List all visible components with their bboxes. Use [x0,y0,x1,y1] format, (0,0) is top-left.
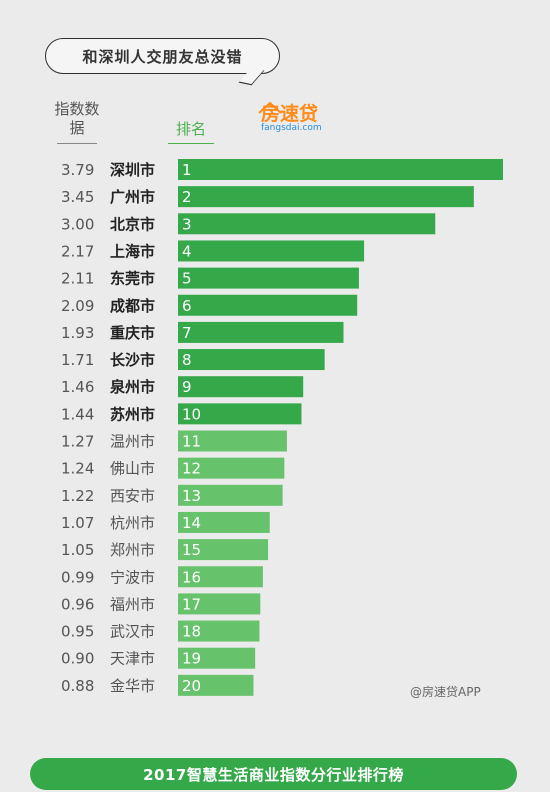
value-label-9: 1.46 [61,378,94,396]
rank-label-10: 10 [182,405,201,423]
rank-label-18: 18 [182,623,201,641]
rank-label-5: 5 [182,270,192,288]
rank-label-12: 12 [182,460,201,478]
city-label-14: 杭州市 [110,514,155,532]
value-label-11: 1.27 [61,433,94,451]
rank-label-19: 19 [182,650,201,668]
value-label-4: 2.17 [61,242,94,260]
index-column-header: 指数数据 [54,100,100,137]
bar-2 [178,186,474,208]
value-label-12: 1.24 [61,460,94,478]
city-label-19: 天津市 [110,650,155,668]
city-label-13: 西安市 [110,487,155,505]
index-header-underline [57,143,97,144]
bar-16 [178,566,263,588]
bar-1 [178,159,503,180]
city-label-20: 金华市 [110,677,155,695]
value-label-19: 0.90 [61,650,94,668]
bar-13 [178,484,283,506]
value-label-14: 1.07 [61,514,94,532]
city-label-10: 苏州市 [110,405,155,423]
rank-label-13: 13 [182,487,201,505]
value-label-7: 1.93 [61,324,94,342]
city-label-4: 上海市 [110,242,155,260]
rank-label-14: 14 [182,514,201,532]
value-label-6: 2.09 [61,297,94,315]
bubble-title: 和深圳人交朋友总没错 [82,47,243,66]
city-label-12: 佛山市 [110,460,155,478]
watermark: @房速贷APP [410,685,481,699]
value-label-2: 3.45 [61,188,94,206]
city-label-3: 北京市 [110,215,155,233]
value-label-8: 1.71 [61,351,94,369]
rank-label-20: 20 [182,677,201,695]
value-label-15: 1.05 [61,541,94,559]
bar-9 [178,376,304,398]
city-label-9: 泉州市 [109,378,155,396]
bar-3 [178,213,436,235]
rank-column-header: 排名 [175,120,206,138]
value-label-13: 1.22 [61,487,94,505]
bar-4 [178,240,365,262]
footer-title: 2017智慧生活商业指数分行业排行榜 [143,765,404,784]
value-label-18: 0.95 [61,623,94,641]
rank-label-4: 4 [182,242,192,260]
bar-15 [178,539,269,561]
rank-label-8: 8 [182,351,192,369]
bar-14 [178,511,270,533]
value-label-17: 0.96 [61,595,94,613]
brand-logo: 房速贷 fangsdai.com [257,99,327,137]
value-label-3: 3.00 [61,215,94,233]
value-label-20: 0.88 [61,677,94,695]
bar-5 [178,267,359,289]
city-label-18: 武汉市 [110,623,155,641]
bar-7 [178,321,344,343]
bar-11 [178,430,287,452]
city-label-5: 东莞市 [110,270,155,288]
logo-subtitle: fangsdai.com [261,123,322,133]
value-label-10: 1.44 [61,405,94,423]
footer-banner: 2017智慧生活商业指数分行业排行榜 [30,758,517,790]
city-label-2: 广州市 [110,188,155,206]
bar-20 [178,674,254,696]
rank-label-3: 3 [182,215,192,233]
bar-17 [178,593,261,615]
value-label-5: 2.11 [61,270,94,288]
rank-label-6: 6 [182,297,192,315]
bar-6 [178,294,358,316]
rank-label-11: 11 [182,433,201,451]
bar-18 [178,620,260,642]
rank-label-7: 7 [182,324,192,342]
house-icon [258,101,282,114]
bar-12 [178,457,285,479]
bar-chart: 3.79 深圳市 1 3.45 广州市 2 3.00 北京市 3 2.17 上海市 4 2.11 东莞市 5… [61,159,503,696]
city-label-6: 成都市 [110,297,155,315]
title-bubble: 和深圳人交朋友总没错 [45,38,280,74]
value-label-16: 0.99 [61,568,94,586]
value-label-1: 3.79 [61,161,94,179]
rank-label-9: 9 [182,378,192,396]
rank-header-underline [168,143,214,144]
bar-10 [178,403,302,425]
rank-label-15: 15 [182,541,201,559]
city-label-17: 福州市 [110,595,155,613]
logo-name: 房速贷 [261,103,319,125]
city-label-16: 宁波市 [110,568,155,586]
city-label-1: 深圳市 [110,161,155,179]
bar-8 [178,349,325,371]
bar-19 [178,647,256,669]
city-label-15: 郑州市 [110,541,155,559]
city-label-8: 长沙市 [110,351,155,369]
rank-label-1: 1 [182,161,192,179]
rank-label-17: 17 [182,595,201,613]
rank-label-16: 16 [182,568,201,586]
city-label-11: 温州市 [110,433,155,451]
rank-label-2: 2 [182,188,192,206]
city-label-7: 重庆市 [110,324,155,342]
